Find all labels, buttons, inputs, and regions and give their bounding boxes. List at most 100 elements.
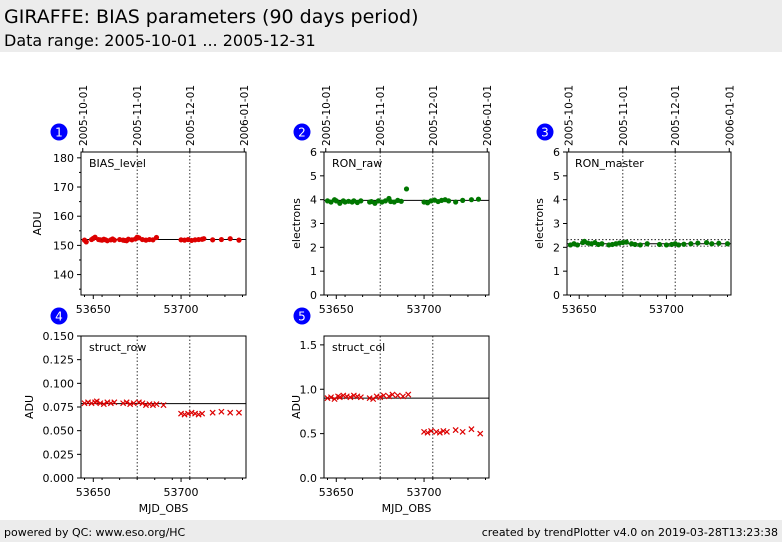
data-point (146, 401, 153, 408)
data-point (358, 198, 364, 204)
y-tick-label: 2 (310, 241, 317, 254)
data-point (188, 409, 195, 416)
y-tick-label: 0.000 (43, 472, 75, 485)
y-axis-label: ADU (290, 395, 303, 419)
footer-powered-by[interactable]: powered by QC: www.eso.org/HC (4, 526, 186, 539)
data-point (443, 428, 450, 435)
data-point (663, 242, 670, 248)
page-subtitle: Data range: 2005-10-01 ... 2005-12-31 (4, 31, 316, 50)
data-point (460, 197, 466, 203)
data-point (477, 430, 484, 437)
data-point (88, 400, 95, 407)
panel-annotation: BIAS_level (89, 157, 146, 170)
data-point (394, 392, 401, 399)
data-point (192, 410, 199, 417)
data-point (574, 242, 581, 248)
data-point (459, 428, 466, 435)
data-point (452, 427, 459, 434)
data-point (93, 398, 100, 405)
plot-frame (566, 151, 732, 296)
y-tick-label: 170 (53, 181, 74, 194)
data-point (681, 241, 687, 247)
data-point (210, 237, 216, 243)
y-tick-label: 1 (310, 265, 317, 278)
data-point (327, 394, 335, 401)
data-point (599, 241, 605, 247)
data-point (377, 394, 384, 401)
date-tick-label: 2006-01-01 (724, 85, 736, 146)
panel-number-badge (50, 123, 68, 141)
data-point (218, 236, 225, 243)
panel-number-label: 1 (55, 126, 63, 140)
data-point (235, 409, 243, 416)
x-tick-label: 53700 (407, 303, 442, 316)
data-point (153, 234, 160, 241)
panel-number-label: 2 (298, 126, 306, 140)
data-point (446, 198, 452, 204)
data-point (389, 391, 396, 398)
data-point (139, 400, 146, 407)
panel-annotation: RON_raw (332, 157, 382, 170)
plot-frame (80, 151, 247, 296)
data-point (399, 393, 407, 400)
chart-panel-4: 0.000 0.025 0.050 0.075 0.100 0.125 0.150 53650… (23, 307, 247, 515)
data-point (695, 240, 701, 246)
data-point (468, 197, 475, 203)
plot-frame (80, 335, 247, 479)
date-tick-label: 2005-10-01 (78, 85, 90, 146)
plot-frame (323, 335, 490, 479)
data-point (181, 411, 188, 418)
date-tick-label: 2005-11-01 (375, 85, 387, 146)
panel-annotation: struct_row (89, 341, 146, 354)
data-point (724, 241, 731, 247)
date-tick-label: 2005-10-01 (564, 85, 576, 146)
data-point (149, 402, 156, 409)
y-tick-label: 0 (310, 289, 317, 302)
data-point (153, 401, 160, 408)
data-point (135, 399, 142, 406)
data-point (123, 399, 130, 406)
data-point (160, 402, 167, 409)
data-point (185, 410, 192, 417)
y-tick-label: 0.075 (43, 401, 75, 414)
data-point (227, 409, 234, 416)
data-point (227, 236, 233, 242)
data-point (656, 241, 663, 248)
data-point (336, 394, 343, 401)
y-tick-label: 0.025 (43, 448, 75, 461)
data-point (104, 399, 111, 406)
x-tick-label: 53650 (319, 486, 354, 499)
x-tick-label: 53700 (649, 303, 684, 316)
data-point (703, 239, 710, 246)
data-point (405, 391, 412, 398)
data-point (688, 241, 694, 247)
y-tick-label: 1.0 (300, 383, 318, 396)
data-point (111, 237, 117, 243)
x-axis-label: MJD_OBS (382, 502, 432, 515)
data-point (716, 240, 722, 246)
x-tick-label: 53650 (76, 303, 111, 316)
x-axis-label: MJD_OBS (139, 502, 189, 515)
data-point (385, 393, 392, 400)
data-point (428, 427, 435, 434)
y-tick-label: 0.0 (300, 472, 318, 485)
data-point (436, 429, 443, 436)
y-tick-label: 4 (310, 194, 317, 207)
data-point (676, 242, 682, 248)
y-tick-label: 4 (553, 194, 560, 207)
x-tick-label: 53650 (76, 486, 111, 499)
y-axis-label: ADU (31, 211, 44, 235)
panel-number-badge (293, 307, 311, 325)
data-point (623, 239, 629, 245)
data-point (100, 401, 107, 408)
data-point (127, 401, 134, 408)
data-point (475, 196, 482, 202)
chart-panel-2: 2005-10-01 2005-11-01 2005-12-01 2006-01-01… (290, 85, 494, 316)
data-point (178, 410, 185, 417)
data-point (120, 400, 127, 407)
date-tick-label: 2005-12-01 (428, 85, 440, 146)
data-point (380, 392, 387, 399)
data-point (453, 199, 459, 205)
data-point (403, 186, 410, 192)
y-tick-label: 0.150 (43, 330, 75, 343)
